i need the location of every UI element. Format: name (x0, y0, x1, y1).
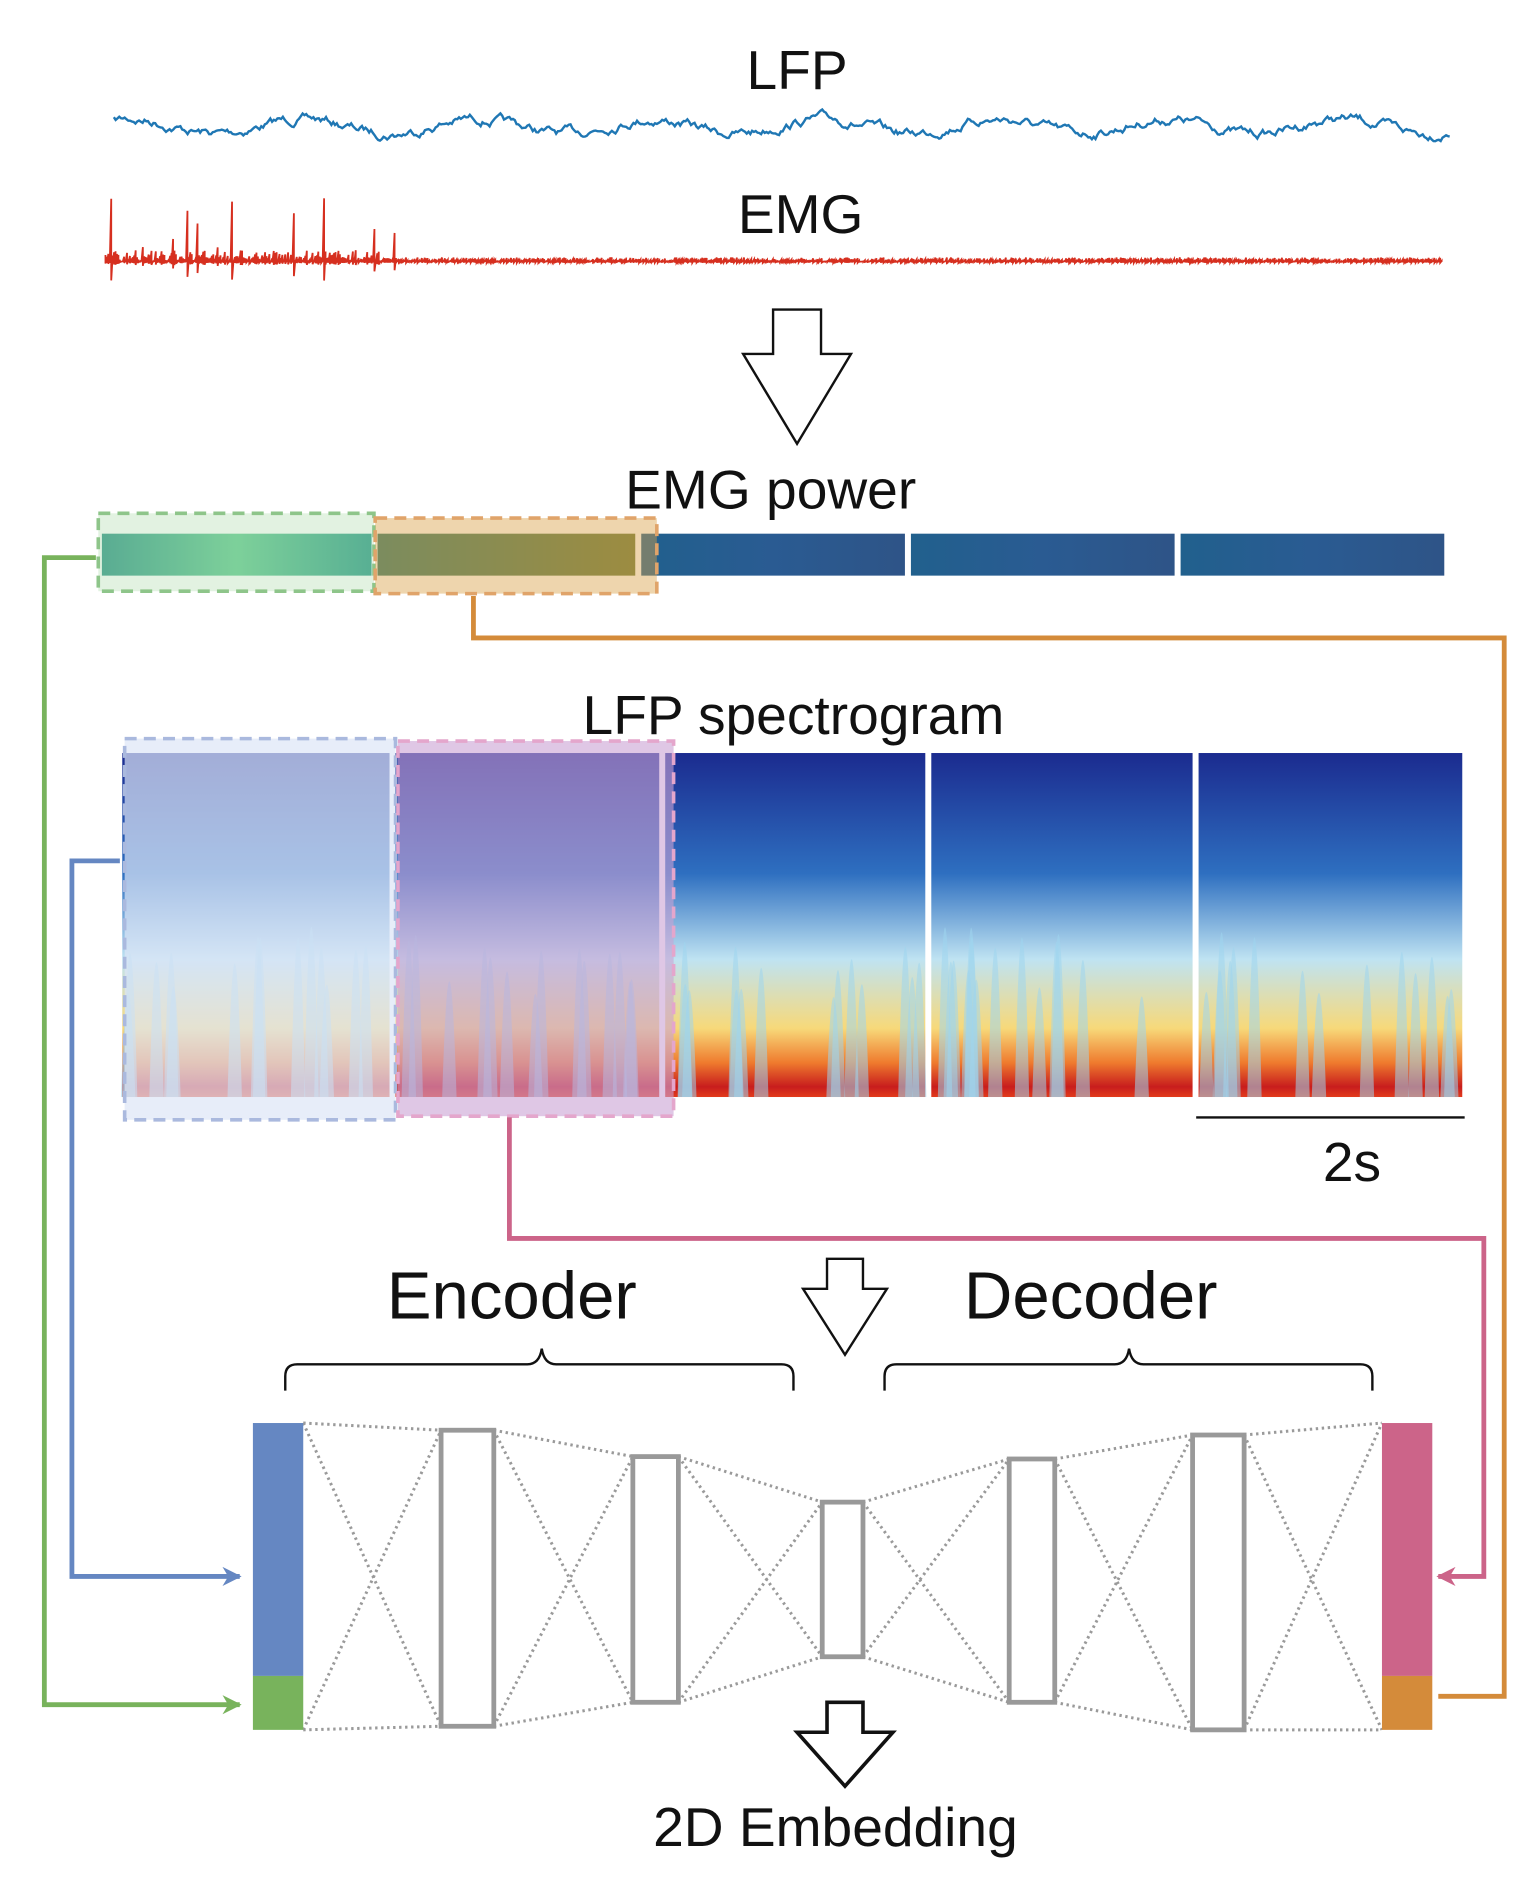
hidden-layer (1190, 1432, 1247, 1733)
signal-traces (104, 107, 1450, 281)
hidden-layer (438, 1427, 497, 1729)
connection (861, 1458, 1011, 1658)
spectrogram-streak (677, 941, 692, 1098)
connection (862, 1457, 1010, 1504)
flow-arrow (800, 1257, 890, 1357)
connection (1243, 1421, 1383, 1437)
lfp-trace (112, 107, 1450, 143)
routing-lines (41, 555, 1507, 1715)
connection (861, 1501, 1011, 1704)
connection (1054, 1700, 1193, 1732)
connection (303, 1724, 442, 1732)
connection (677, 1455, 823, 1504)
spectrogram-streak (1199, 991, 1214, 1098)
spectrogram-streak (946, 960, 961, 1098)
hidden-layer (1006, 1456, 1058, 1705)
emg-power-label: EMG power (625, 459, 916, 521)
connection (303, 1421, 442, 1432)
connection (1053, 1458, 1194, 1731)
connection (493, 1700, 634, 1728)
spectrogram-streak (1247, 937, 1262, 1098)
hidden-layer (630, 1454, 681, 1705)
connection (677, 1501, 824, 1704)
lfp-label: LFP (746, 39, 847, 101)
connection (301, 1422, 443, 1727)
embedding-label: 2D Embedding (653, 1796, 1018, 1858)
connection (677, 1455, 824, 1658)
connection (1053, 1434, 1194, 1703)
spectrogram-streak (1295, 970, 1310, 1098)
hidden-layer (819, 1499, 866, 1660)
decoder-label: Decoder (964, 1259, 1218, 1334)
spectrogram-streak (1049, 941, 1064, 1098)
emg-trace (104, 198, 1443, 281)
connection (492, 1429, 635, 1703)
connection (492, 1455, 635, 1727)
spectrogram-streak (1408, 973, 1423, 1098)
spectrogram-streak (1359, 964, 1375, 1098)
connection (301, 1429, 443, 1731)
spectrogram-streak (1134, 996, 1149, 1098)
connection (862, 1655, 1010, 1704)
connection (677, 1655, 823, 1704)
spectrogram-streak (830, 970, 846, 1098)
spectrogram-streak (728, 946, 743, 1098)
output-emg (1381, 1675, 1433, 1730)
spectrogram-highlights (122, 736, 676, 1122)
connection (493, 1428, 634, 1459)
emg-label: EMG (738, 183, 864, 245)
spectrogram-streak (1226, 947, 1241, 1098)
input-emg (252, 1675, 304, 1730)
encoder-brace (284, 1348, 795, 1391)
input-lfp (252, 1423, 304, 1676)
decoder-brace (883, 1348, 1374, 1391)
flow-arrow (793, 1700, 897, 1789)
spectrogram-streak (1214, 932, 1229, 1098)
connection (1242, 1422, 1384, 1731)
spectrogram-label: LFP spectrogram (583, 684, 1005, 746)
spectrogram-streak (1394, 951, 1410, 1098)
output-lfp (1381, 1423, 1433, 1676)
flow-arrow (741, 308, 854, 447)
encoder-label: Encoder (387, 1259, 637, 1334)
spectrogram-streak (844, 959, 859, 1098)
spectrogram-streak (988, 947, 1003, 1098)
spectrogram-streak (1075, 960, 1091, 1098)
spectrogram-streak (854, 984, 870, 1098)
spectrogram-streak (1424, 956, 1440, 1098)
emg-power-bar (96, 511, 1445, 596)
spectrogram-streak (898, 946, 913, 1098)
spectrogram-streak (1032, 987, 1047, 1098)
spectrogram-streak (963, 927, 979, 1098)
spectrogram-streak (1440, 995, 1455, 1098)
autoencoder (252, 1421, 1433, 1733)
connection (1054, 1433, 1193, 1461)
connection (1242, 1434, 1384, 1731)
spectrogram-streak (754, 967, 769, 1098)
scale-bar-label: 2s (1323, 1131, 1381, 1193)
spectrogram-streak (1311, 992, 1327, 1098)
spectrogram-streak (1014, 937, 1030, 1098)
